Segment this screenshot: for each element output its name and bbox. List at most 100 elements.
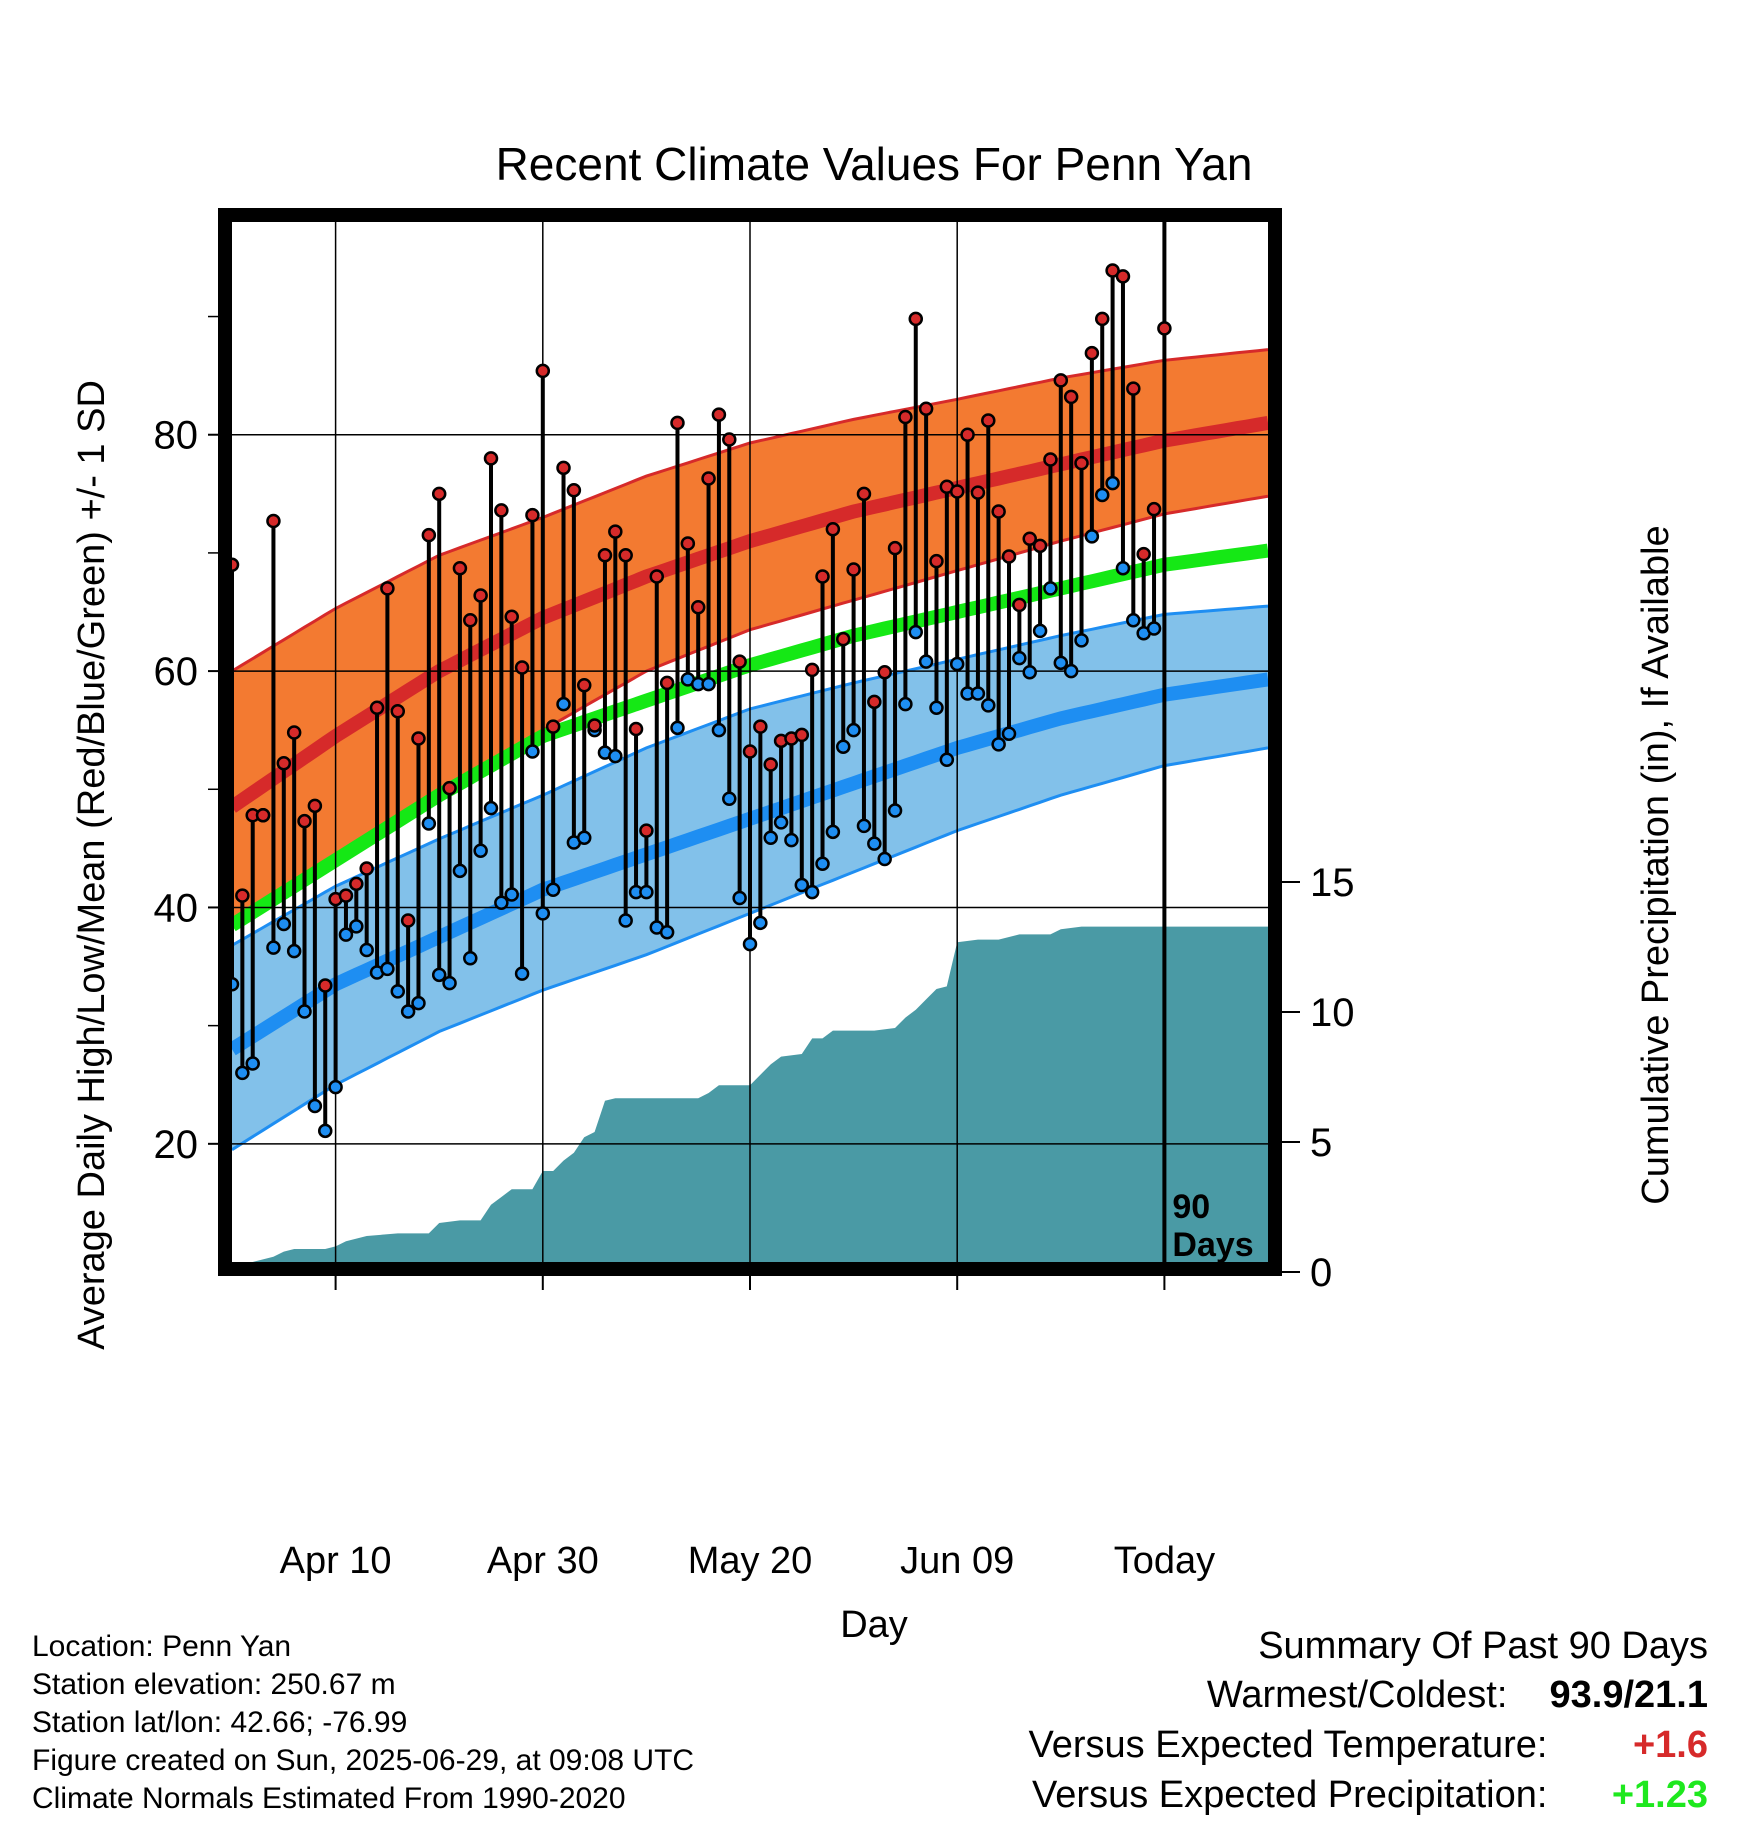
daily-high-point <box>918 401 934 416</box>
daily-low-point <box>1063 663 1079 679</box>
daily-low-point <box>1105 475 1120 491</box>
daily-low-point <box>773 815 789 830</box>
daily-high-point <box>463 613 478 628</box>
daily-low-point <box>846 722 861 738</box>
daily-high-point <box>317 978 333 993</box>
daily-low-point <box>1043 581 1058 596</box>
daily-low-point <box>732 890 747 906</box>
daily-high-point <box>483 451 499 466</box>
daily-low-point <box>473 843 488 858</box>
y-tick-label: 80 <box>154 414 199 458</box>
daily-low-point <box>576 830 592 845</box>
daily-low-point <box>276 916 292 932</box>
daily-low-point <box>411 995 426 1011</box>
daily-low-point <box>887 803 903 818</box>
daily-high-point <box>618 548 633 563</box>
daily-high-point <box>390 704 406 719</box>
daily-high-point <box>981 413 996 428</box>
daily-high-point <box>949 484 965 499</box>
daily-high-point <box>359 861 374 876</box>
daily-low-point <box>742 936 758 952</box>
daily-low-point <box>307 1098 323 1114</box>
daily-low-point <box>525 744 540 759</box>
daily-high-point <box>1157 321 1172 336</box>
daily-low-point <box>722 791 737 806</box>
daily-low-point <box>349 919 364 934</box>
daily-low-point <box>232 977 240 992</box>
daily-low-point <box>504 887 519 902</box>
daily-high-point <box>670 415 685 431</box>
daily-low-point <box>535 906 551 921</box>
daily-low-point <box>639 884 654 900</box>
daily-low-point <box>463 951 478 966</box>
daily-high-point <box>929 553 944 569</box>
y2-tick-label: 15 <box>1310 861 1355 905</box>
daily-low-point <box>452 863 468 879</box>
daily-low-point <box>908 624 924 640</box>
daily-high-point <box>535 363 551 379</box>
daily-low-point <box>286 943 302 959</box>
daily-low-point <box>949 656 965 672</box>
daily-high-point <box>877 665 892 680</box>
daily-low-point <box>338 927 354 942</box>
daily-low-point <box>618 913 633 928</box>
x-tick-label: Today <box>1114 1540 1215 1582</box>
daily-high-point <box>804 662 820 678</box>
daily-low-point <box>711 722 727 738</box>
daily-low-point <box>442 975 457 991</box>
daily-high-point <box>276 756 292 771</box>
daily-low-point <box>856 818 872 834</box>
daily-high-point <box>576 678 592 693</box>
daily-high-point <box>825 522 841 537</box>
daily-low-point <box>1094 487 1110 503</box>
daily-low-point <box>763 830 778 845</box>
daily-high-point <box>1115 269 1131 284</box>
precip-value: +1.23 <box>1611 1774 1708 1816</box>
daily-low-point <box>835 739 851 754</box>
daily-high-point <box>628 721 644 737</box>
daily-high-point <box>887 540 903 556</box>
daily-low-point <box>929 700 944 715</box>
daily-low-point <box>867 836 882 851</box>
daily-low-point <box>939 752 955 767</box>
daily-high-point <box>421 527 437 543</box>
daily-low-point <box>328 1079 343 1095</box>
daily-high-point <box>587 718 602 733</box>
daily-high-point <box>1146 501 1162 517</box>
daily-high-point <box>856 486 872 502</box>
daily-high-point <box>266 513 281 529</box>
daily-high-point <box>514 660 530 675</box>
daily-high-point <box>349 876 364 892</box>
y2-axis-label: Cumulative Precipitation (in), If Availa… <box>1635 525 1677 1204</box>
station-info: Location: Penn Yan Station elevation: 25… <box>32 1628 694 1818</box>
daily-high-point <box>711 407 727 422</box>
daily-low-point <box>1115 561 1131 576</box>
warm-cold-label: Warmest/Coldest: <box>1206 1674 1508 1716</box>
daily-low-point <box>1001 726 1017 741</box>
daily-high-point <box>255 808 271 823</box>
daily-high-point <box>556 460 571 476</box>
daily-high-point <box>338 888 354 903</box>
daily-high-point <box>473 588 488 603</box>
daily-high-point <box>970 485 986 500</box>
daily-low-point <box>483 800 499 816</box>
daily-high-point <box>960 427 975 442</box>
daily-low-point <box>1022 665 1037 680</box>
daily-high-point <box>732 654 747 669</box>
daily-high-point <box>235 888 250 903</box>
y-tick-label: 60 <box>154 650 199 694</box>
daily-low-point <box>514 966 530 981</box>
daily-high-point <box>545 719 561 734</box>
daily-high-point <box>753 719 768 734</box>
daily-low-point <box>815 856 830 871</box>
daily-high-point <box>1022 531 1037 546</box>
daily-low-point <box>1012 650 1027 666</box>
x-tick-label: Jun 09 <box>900 1540 1014 1582</box>
daily-high-point <box>297 813 312 829</box>
summary-temp: Versus Expected Temperature: +1.6 <box>1029 1720 1708 1770</box>
daily-low-point <box>1146 621 1162 636</box>
daily-low-point <box>245 1056 260 1071</box>
summary-panel: Summary Of Past 90 Days Warmest/Coldest:… <box>1029 1622 1708 1820</box>
plot-frame <box>218 208 1282 1276</box>
